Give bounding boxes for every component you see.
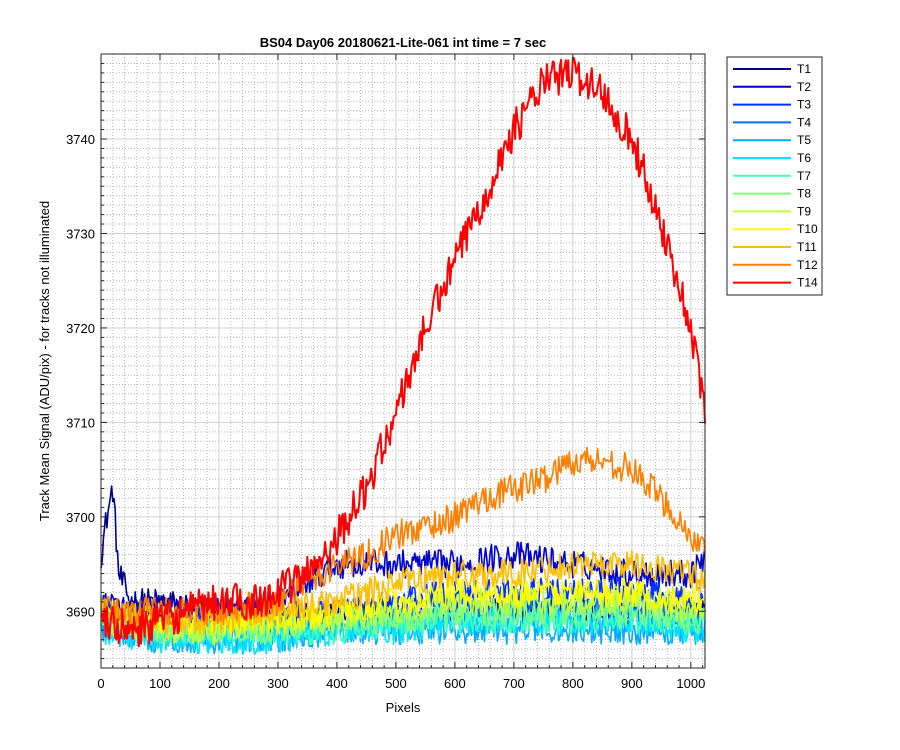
series-line-t12 bbox=[100, 446, 706, 628]
y-axis-label: Track Mean Signal (ADU/pix) - for tracks… bbox=[37, 201, 52, 521]
x-tick-label: 500 bbox=[385, 676, 407, 691]
legend-label-t9: T9 bbox=[797, 204, 811, 218]
legend-label-t14: T14 bbox=[797, 276, 818, 290]
series-line-t8 bbox=[100, 596, 706, 646]
legend-label-t7: T7 bbox=[797, 169, 811, 183]
legend-label-t1: T1 bbox=[797, 62, 811, 76]
x-axis-label: Pixels bbox=[386, 700, 421, 715]
series-line-t14 bbox=[100, 56, 706, 648]
x-tick-label: 1000 bbox=[676, 676, 705, 691]
ticks: 0 100 200 300 400 500 600 700 800 900 1000 3690 3700… bbox=[66, 53, 705, 691]
x-tick-label: 800 bbox=[562, 676, 584, 691]
legend-label-t3: T3 bbox=[797, 98, 811, 112]
x-tick-label: 100 bbox=[149, 676, 171, 691]
legend-label-t11: T11 bbox=[797, 240, 817, 254]
x-tick-label: 600 bbox=[444, 676, 466, 691]
y-tick-label: 3720 bbox=[66, 321, 95, 336]
x-tick-label: 700 bbox=[503, 676, 525, 691]
x-tick-label: 900 bbox=[621, 676, 643, 691]
legend-label-t2: T2 bbox=[797, 80, 811, 94]
legend-label-t6: T6 bbox=[797, 151, 811, 165]
legend-label-t12: T12 bbox=[797, 258, 818, 272]
x-tick-label: 400 bbox=[326, 676, 348, 691]
y-tick-label: 3690 bbox=[66, 604, 95, 619]
series-line-t11 bbox=[100, 550, 706, 636]
chart-title: BS04 Day06 20180621-Lite-061 int time = … bbox=[260, 35, 547, 50]
series-layer bbox=[100, 56, 706, 655]
legend-label-t10: T10 bbox=[797, 222, 818, 236]
grid bbox=[101, 53, 705, 669]
x-tick-label: 0 bbox=[97, 676, 104, 691]
y-tick-label: 3730 bbox=[66, 226, 95, 241]
y-tick-label: 3710 bbox=[66, 415, 95, 430]
legend-label-t4: T4 bbox=[797, 115, 811, 129]
y-tick-label: 3740 bbox=[66, 132, 95, 147]
series-line-t10 bbox=[100, 577, 706, 635]
legend-label-t5: T5 bbox=[797, 133, 811, 147]
axes-box bbox=[100, 53, 706, 669]
legend: T1 T2 T3 T4 T5 T6 T7 T8 T9 T10 T11 T12 T14 bbox=[726, 56, 823, 296]
x-tick-label: 200 bbox=[208, 676, 230, 691]
x-tick-label: 300 bbox=[267, 676, 289, 691]
legend-label-t8: T8 bbox=[797, 187, 811, 201]
y-tick-label: 3700 bbox=[66, 510, 95, 525]
